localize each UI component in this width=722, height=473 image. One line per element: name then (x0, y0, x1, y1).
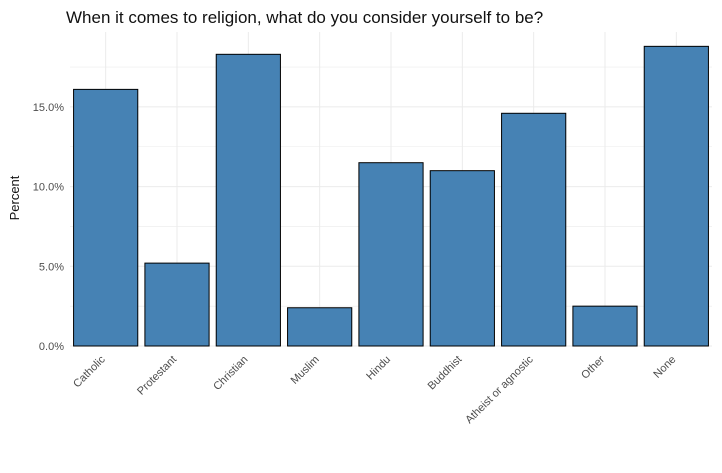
bar-muslim (287, 307, 353, 347)
x-tick-label: Buddhist (426, 354, 465, 393)
x-tick-label: None (651, 354, 678, 381)
bar-buddhist (429, 170, 495, 347)
y-tick-label: 15.0% (33, 102, 64, 114)
bar-other (572, 305, 638, 347)
bar-catholic (73, 88, 139, 347)
y-tick-label: 0.0% (39, 341, 64, 353)
bar-hindu (358, 162, 424, 347)
bar-protestant (144, 262, 210, 347)
x-tick-label: Atheist or agnostic (463, 353, 536, 426)
x-tick-label: Christian (211, 354, 250, 393)
y-tick-label: 10.0% (33, 182, 64, 194)
bar-none (643, 45, 709, 347)
x-tick-label: Other (579, 353, 607, 381)
y-axis-label: Percent (7, 175, 22, 220)
x-tick-label: Catholic (71, 353, 108, 390)
bar-atheist-or-agnostic (501, 112, 567, 347)
x-tick-label: Muslim (289, 354, 322, 387)
x-tick-label: Protestant (135, 354, 179, 398)
y-tick-label: 5.0% (39, 261, 64, 273)
bar-christian (215, 53, 281, 347)
y-axis-ticks: 0.0% 5.0% 10.0% 15.0% (33, 102, 64, 353)
chart-title: When it comes to religion, what do you c… (66, 8, 543, 27)
bars (73, 45, 709, 347)
x-axis-ticks: Catholic Protestant Christian Muslim Hindu Bu… (71, 353, 678, 426)
x-tick-label: Hindu (364, 354, 393, 383)
